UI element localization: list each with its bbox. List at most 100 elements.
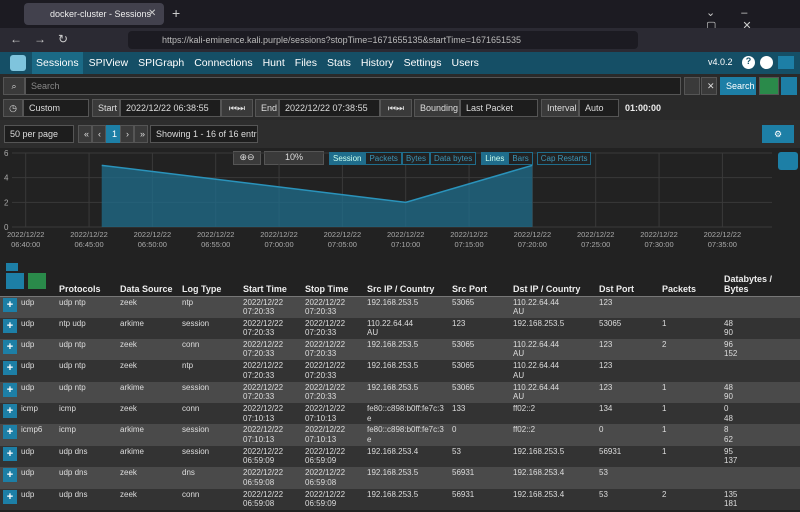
- tab-close[interactable]: ✕: [148, 8, 157, 19]
- expand-button[interactable]: +: [3, 489, 17, 504]
- new-tab[interactable]: +: [172, 5, 181, 21]
- address[interactable]: https://kali-eminence.kali.purple/sessio…: [128, 31, 638, 49]
- interval[interactable]: Auto: [579, 99, 619, 117]
- menu-toggle[interactable]: [778, 56, 794, 69]
- cell-text: arkime: [120, 446, 145, 456]
- page-current[interactable]: 1: [106, 125, 120, 143]
- graph-toggle[interactable]: Data bytes: [429, 152, 477, 165]
- nav-item[interactable]: Sessions: [32, 52, 83, 74]
- session-row: + udp udp ntp zeek conn 2022/12/22 07:20:33 20…: [0, 338, 800, 361]
- page-last[interactable]: »: [134, 125, 148, 143]
- cell: + icmp: [0, 403, 56, 424]
- cell: 2022/12/22 07:20:33: [240, 360, 302, 381]
- views[interactable]: [759, 77, 779, 95]
- header-cell[interactable]: Dst Port: [596, 262, 659, 297]
- graph-toggle[interactable]: Cap Restarts: [536, 152, 592, 165]
- cell-text: 110.22.64.44 AU: [513, 339, 560, 359]
- search-button[interactable]: Search: [720, 77, 756, 95]
- expand-button[interactable]: +: [3, 339, 17, 354]
- expand-button[interactable]: +: [3, 361, 17, 376]
- header-cell[interactable]: Protocols: [56, 262, 117, 297]
- nav-item[interactable]: Files: [294, 57, 317, 69]
- cell: 56931: [596, 446, 659, 467]
- nav-item[interactable]: Hunt: [262, 57, 285, 69]
- cell: 2022/12/22 07:20:33: [302, 339, 364, 360]
- per-page[interactable]: 50 per page: [4, 125, 74, 143]
- cell: 192.168.253.5: [510, 318, 596, 339]
- session-row: + udp udp ntp zeek ntp 2022/12/22 07:20:33 202…: [0, 360, 800, 382]
- cell-text: udp: [21, 468, 35, 478]
- cell-text: 53065: [452, 382, 475, 392]
- header-cell[interactable]: Packets: [659, 262, 721, 297]
- actions[interactable]: [781, 77, 797, 95]
- expand-button[interactable]: +: [3, 297, 17, 312]
- cell-text: zeek: [120, 339, 137, 349]
- cell: 110.22.64.44 AU: [510, 382, 596, 403]
- header-cell[interactable]: Log Type: [179, 262, 240, 297]
- nav-buttons[interactable]: ←→↻: [10, 32, 81, 46]
- header-cell[interactable]: Src IP / Country: [364, 262, 449, 297]
- help[interactable]: ?: [742, 56, 755, 69]
- expand-button[interactable]: +: [3, 382, 17, 397]
- cell-text: udp: [21, 318, 35, 328]
- expand-button[interactable]: +: [3, 318, 17, 333]
- start-step[interactable]: ⏮⏭: [221, 99, 253, 117]
- cell: + udp: [0, 339, 56, 360]
- time-range[interactable]: Custom: [23, 99, 89, 117]
- cell: 2022/12/22 06:59:09: [302, 446, 364, 467]
- nav-item[interactable]: SPIGraph: [138, 57, 185, 69]
- header-cell[interactable]: Data Source: [117, 262, 179, 297]
- end-step[interactable]: ⏮⏭: [380, 99, 412, 117]
- settings[interactable]: ⚙: [762, 125, 794, 143]
- header-cell[interactable]: Dst IP / Country: [510, 262, 596, 297]
- graph-toggle[interactable]: Session: [329, 152, 366, 165]
- graph-toggle[interactable]: Packets: [365, 152, 402, 165]
- browser-tab[interactable]: docker-cluster - Sessions: [24, 3, 164, 25]
- nav-item[interactable]: Settings: [403, 57, 442, 69]
- start-time[interactable]: 2022/12/22 06:38:55: [120, 99, 221, 117]
- cell-text: 123: [599, 297, 613, 307]
- expand-button[interactable]: +: [3, 446, 17, 461]
- zoom-buttons[interactable]: ⊕⊖: [233, 151, 261, 165]
- bounding[interactable]: Last Packet: [460, 99, 538, 117]
- column-picker[interactable]: [6, 273, 24, 289]
- x-tick-label: 2022/12/22 06:55:00: [196, 230, 235, 249]
- cell-text: udp ntp: [59, 382, 86, 392]
- header-cell[interactable]: Databytes / Bytes: [721, 262, 800, 297]
- page-prev[interactable]: ‹: [92, 125, 106, 143]
- end-time[interactable]: 2022/12/22 07:38:55: [279, 99, 380, 117]
- cell-text: 2022/12/22 07:10:13: [243, 404, 284, 423]
- nav-item[interactable]: Stats: [326, 57, 351, 69]
- cell-text: 48 90: [724, 382, 733, 402]
- nav-item[interactable]: SPIView: [88, 57, 129, 69]
- cell: [721, 360, 800, 381]
- expand-button[interactable]: +: [3, 468, 17, 483]
- header-cell[interactable]: Start Time: [240, 262, 302, 297]
- page-first[interactable]: «: [78, 125, 92, 143]
- user-menu[interactable]: [760, 56, 773, 69]
- cell: 133: [449, 403, 510, 424]
- expand-button[interactable]: +: [3, 425, 17, 440]
- cell: + udp: [0, 360, 56, 381]
- nav-item[interactable]: Users: [451, 57, 479, 69]
- search-input[interactable]: Search: [25, 77, 681, 95]
- cell-text: 2022/12/22 07:20:33: [243, 297, 284, 317]
- graph-toggle[interactable]: Bytes: [401, 152, 430, 165]
- logo[interactable]: [10, 55, 26, 71]
- clear-search[interactable]: ✕: [701, 77, 717, 95]
- header-cell[interactable]: Stop Time: [302, 262, 364, 297]
- cell: + udp: [0, 489, 56, 510]
- x-tick-label: 2022/12/22 06:50:00: [133, 230, 172, 249]
- fields-picker[interactable]: [28, 273, 46, 289]
- graph-toggle[interactable]: Bars: [508, 152, 533, 165]
- save-query[interactable]: [684, 77, 700, 95]
- map-toggle[interactable]: [778, 152, 798, 170]
- graph-toggle[interactable]: Lines: [481, 152, 509, 165]
- x-tick-label: 2022/12/22 07:25:00: [576, 230, 615, 249]
- nav-item[interactable]: Connections: [194, 57, 253, 69]
- page-next[interactable]: ›: [120, 125, 134, 143]
- header-cell[interactable]: Src Port: [449, 262, 510, 297]
- nav-item[interactable]: History: [360, 57, 394, 69]
- expand-button[interactable]: +: [3, 404, 17, 419]
- cell: 95 137: [721, 446, 800, 467]
